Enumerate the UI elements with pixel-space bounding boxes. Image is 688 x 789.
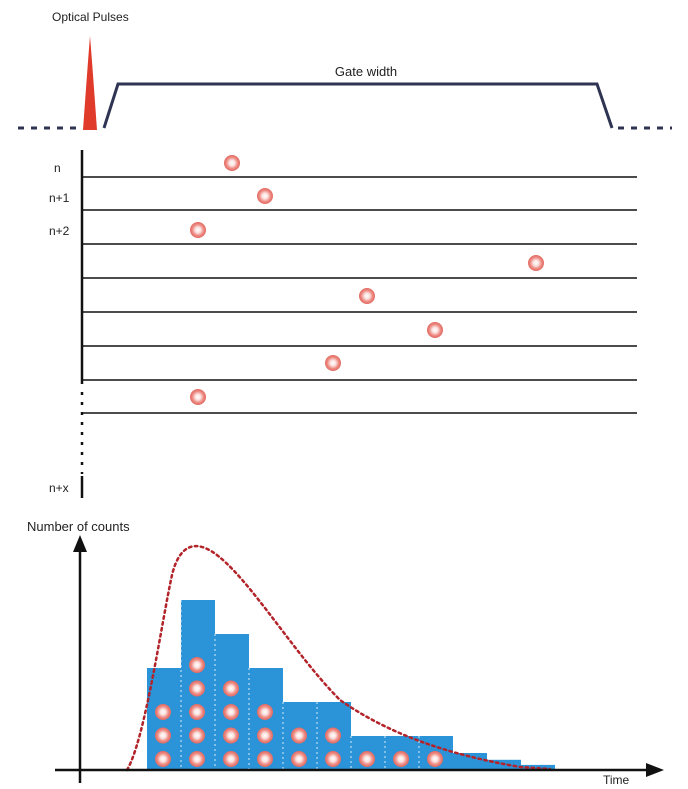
acquisition-rows: n n+1 n+2 n+x	[49, 150, 637, 498]
histogram-photon-dot	[189, 657, 205, 673]
histogram-photon-dot	[155, 751, 171, 767]
photon-event	[190, 222, 206, 238]
histogram-bars	[147, 600, 555, 770]
histogram-photon-dot	[359, 751, 375, 767]
gate-trapezoid	[102, 82, 614, 129]
histogram-photon-dot	[223, 704, 239, 720]
photon-event	[359, 288, 375, 304]
row-label-n1: n+1	[49, 191, 70, 205]
histogram-photon-dot	[189, 727, 205, 744]
histogram-photon-dot	[223, 751, 239, 767]
histogram-bin-dividers	[180, 600, 420, 770]
row-label-nx: n+x	[49, 481, 69, 495]
row-label-n: n	[54, 161, 61, 175]
x-axis-label: Time	[603, 773, 630, 787]
histogram-bar	[215, 634, 249, 770]
histogram-photon-dot	[189, 680, 205, 697]
x-axis-arrowhead	[646, 763, 664, 777]
photon-event	[224, 155, 240, 171]
histogram-bar	[453, 753, 487, 770]
y-axis-arrowhead	[73, 535, 87, 552]
decay-fit-curve	[125, 544, 552, 772]
histogram-photon-dot	[393, 751, 409, 767]
optical-pulse	[83, 36, 97, 130]
histogram-photon-dot	[223, 727, 239, 744]
gate-section: Optical Pulses Gate width	[18, 10, 672, 130]
gate-width-label: Gate width	[335, 64, 397, 79]
histogram-photon-dot	[325, 727, 341, 744]
histogram-photon-dot	[155, 704, 171, 720]
histogram-photon-dots	[155, 657, 443, 767]
histogram-photon-dot	[257, 751, 273, 767]
row-label-n2: n+2	[49, 224, 70, 238]
histogram-photon-dot	[257, 704, 273, 720]
photon-event	[427, 322, 443, 338]
histogram-photon-dot	[155, 727, 171, 744]
photon-event	[528, 255, 544, 271]
histogram-photon-dot	[189, 751, 205, 767]
histogram-section: Number of counts Time	[27, 519, 664, 787]
histogram-photon-dot	[427, 751, 443, 767]
histogram-photon-dot	[291, 751, 307, 767]
histogram-photon-dot	[325, 751, 341, 767]
histogram-photon-dot	[257, 727, 273, 744]
histogram-photon-dot	[189, 704, 205, 720]
y-axis-label: Number of counts	[27, 519, 130, 534]
histogram-photon-dot	[291, 727, 307, 744]
photon-event	[325, 355, 341, 371]
photon-event	[190, 389, 206, 405]
photon-event	[257, 188, 273, 204]
histogram-photon-dot	[223, 680, 239, 697]
optical-pulses-label: Optical Pulses	[52, 10, 129, 24]
